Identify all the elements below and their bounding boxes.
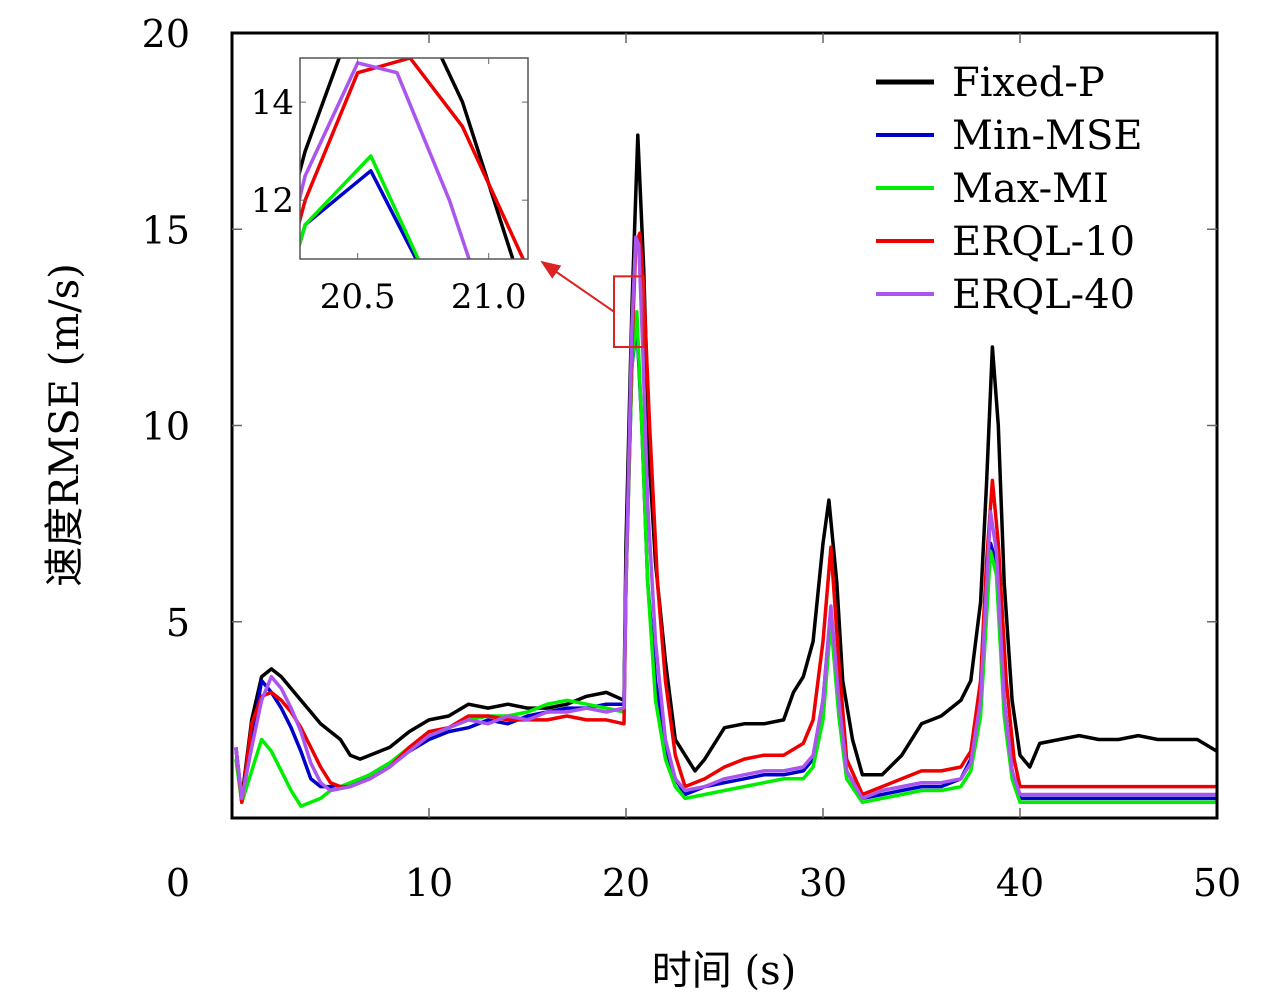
legend-item: ERQL-10: [876, 219, 1135, 265]
x-tick-label: 30: [799, 861, 847, 905]
inset-frame: [299, 57, 529, 260]
zoom-arrow: [540, 260, 615, 313]
legend-label: Min-MSE: [952, 113, 1143, 159]
legend-label: Max-MI: [952, 166, 1109, 212]
inset-x-tick-label: 20.5: [320, 277, 396, 317]
legend: Fixed-P Min-MSE Max-MI ERQL-10 ERQL-40: [876, 60, 1143, 318]
y-tick-label: 20: [142, 12, 190, 56]
inset-y-tick-label: 12: [251, 181, 294, 221]
legend-item: Max-MI: [876, 166, 1109, 212]
series-line-erql-10: [234, 231, 1217, 805]
y-axis-title: 速度RMSE (m/s): [42, 263, 88, 587]
y-tick-label: 15: [142, 208, 190, 252]
y-tick-label: 5: [166, 601, 190, 645]
series-line-fixed-p: [234, 133, 1217, 801]
series-line-max-mi: [234, 309, 1217, 808]
series-line-min-mse: [234, 321, 1217, 805]
zoom-region-box: [613, 275, 645, 349]
legend-label: ERQL-40: [952, 272, 1135, 318]
plot-area: 0 10 20 30 40 50 5 10 15 20: [142, 12, 1242, 905]
legend-item: ERQL-40: [876, 272, 1135, 318]
x-tick-label: 10: [405, 861, 453, 905]
legend-item: Min-MSE: [876, 113, 1143, 159]
y-tick-label: 10: [142, 405, 190, 449]
x-tick-label: 20: [602, 861, 650, 905]
inset-y-tick-label: 14: [251, 83, 294, 123]
x-tick-label: 0: [166, 861, 190, 905]
legend-label: ERQL-10: [952, 219, 1135, 265]
x-tick-label: 50: [1193, 861, 1241, 905]
legend-item: Fixed-P: [876, 60, 1105, 106]
inset-x-tick-label: 21.0: [451, 277, 527, 317]
x-tick-label: 40: [996, 861, 1044, 905]
series-line-erql-40: [234, 235, 1217, 801]
inset-plot: 20.5 21.0 12 14: [251, 57, 529, 317]
x-axis-title: 时间 (s): [652, 948, 796, 994]
legend-label: Fixed-P: [952, 60, 1105, 106]
